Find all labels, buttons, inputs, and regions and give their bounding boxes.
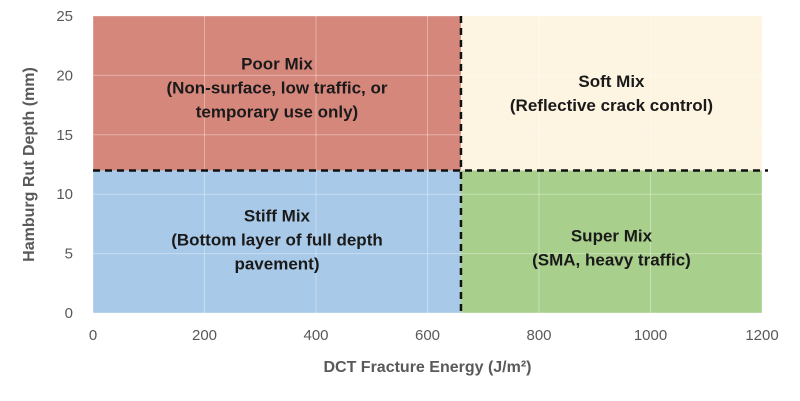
- zone-label-line: temporary use only): [196, 102, 359, 121]
- x-tick-labels: 0 200 400 600 800 1000 1200: [89, 327, 779, 344]
- x-tick-label: 600: [415, 327, 440, 344]
- x-tick-label: 400: [303, 327, 328, 344]
- zone-label-line: (Non-surface, low traffic, or: [166, 78, 387, 97]
- zone-label-line: (Reflective crack control): [510, 96, 713, 115]
- x-tick-label: 200: [192, 327, 217, 344]
- zone-label-poor: Poor Mix (Non-surface, low traffic, or tem…: [166, 54, 387, 121]
- x-tick-label: 1000: [634, 327, 667, 344]
- zone-label-line: (SMA, heavy traffic): [532, 251, 691, 270]
- y-tick-label: 0: [65, 305, 73, 322]
- x-tick-label: 0: [89, 327, 97, 344]
- zone-labels: Poor Mix (Non-surface, low traffic, or tem…: [166, 54, 713, 273]
- y-tick-label: 15: [56, 127, 73, 144]
- thresholds: [93, 16, 768, 313]
- zone-label-line: Super Mix: [571, 227, 653, 246]
- zone-label-line: Poor Mix: [241, 54, 313, 73]
- y-tick-label: 20: [56, 67, 73, 84]
- zone-label-stiff: Stiff Mix (Bottom layer of full depth pave…: [171, 206, 383, 273]
- zone-super: [460, 170, 762, 313]
- zone-label-line: (Bottom layer of full depth: [171, 230, 383, 249]
- x-axis-title: DCT Fracture Energy (J/m²): [323, 359, 531, 376]
- zone-label-super: Super Mix (SMA, heavy traffic): [532, 227, 691, 270]
- zone-soft: [460, 16, 762, 171]
- zone-label-soft: Soft Mix (Reflective crack control): [510, 72, 713, 115]
- y-tick-label: 5: [65, 246, 73, 263]
- x-tick-label: 1200: [745, 327, 778, 344]
- zones: [93, 16, 762, 313]
- y-tick-label: 25: [56, 8, 73, 25]
- zone-label-line: Soft Mix: [578, 72, 645, 91]
- x-tick-label: 800: [526, 327, 551, 344]
- y-tick-labels: 0 5 10 15 20 25: [56, 8, 73, 322]
- zone-label-line: Stiff Mix: [244, 206, 311, 225]
- zone-stiff: [93, 170, 461, 313]
- zone-poor: [93, 16, 461, 171]
- y-axis-title: Hamburg Rut Depth (mm): [21, 67, 38, 262]
- grid: [92, 15, 763, 314]
- y-tick-label: 10: [56, 186, 73, 203]
- zone-label-line: pavement): [234, 254, 319, 273]
